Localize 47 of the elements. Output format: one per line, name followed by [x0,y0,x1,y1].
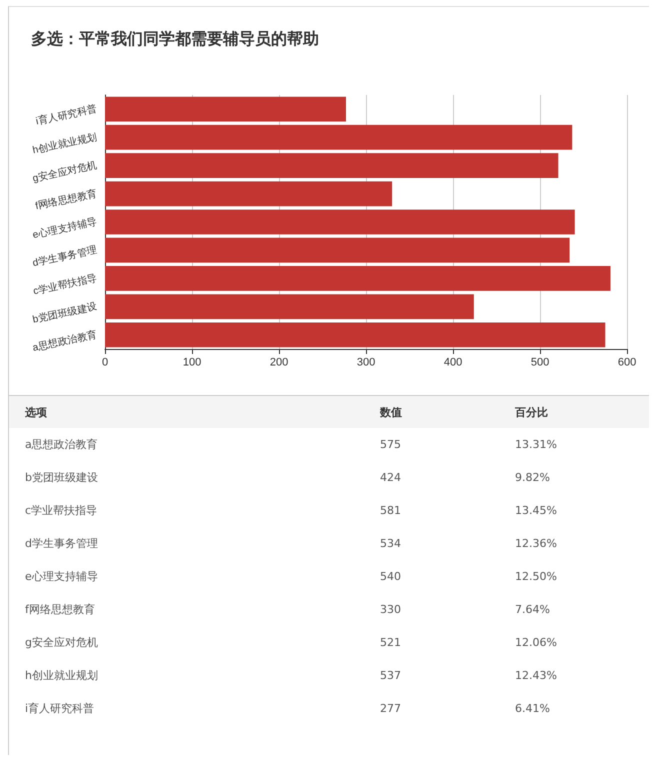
x-tick-label: 300 [356,356,376,368]
text: 521 [380,635,402,651]
bar [105,96,346,122]
chart-title: 多选：平常我们同学都需要辅导员的帮助 [31,29,319,50]
text: 575 [380,437,402,453]
text: 330 [380,602,402,618]
y-tick-label: i育人研究科普 [34,102,98,128]
text: 581 [380,503,402,519]
x-tick-label: 100 [182,356,202,368]
text: 13.45% [515,503,558,519]
text: 百分比 [515,396,649,428]
bar [105,238,570,263]
text: 12.36% [515,536,558,552]
x-tick-label: 400 [444,356,462,368]
text: 424 [380,470,402,486]
y-tick-label: e心理支持辅导 [32,216,98,242]
text: 534 [380,536,402,552]
text: 12.43% [515,668,558,684]
bar [105,153,558,178]
text: 9.82% [515,470,551,486]
text: 6.41% [515,701,551,717]
bar [105,210,575,234]
y-tick-label: g安全应对危机 [32,159,98,185]
y-tick-label: h创业就业规划 [32,130,98,156]
y-tick-label: c学业帮扶指导 [32,272,98,298]
text: 12.50% [515,569,558,585]
text: 选项 [9,396,380,428]
y-tick-label: d学生事务管理 [32,244,98,270]
bar [105,294,474,320]
x-tick-label: 0 [102,356,108,368]
bar [105,322,606,348]
text: 277 [380,701,402,717]
text: 13.31% [515,437,558,453]
x-tick-label: 200 [270,356,288,368]
y-tick-label: a思想政治教育 [32,328,98,354]
text: 540 [380,569,402,585]
bar [105,266,610,291]
text: 数值 [380,396,515,428]
bar [105,124,572,150]
text: 12.06% [515,635,558,651]
x-tick-label: 500 [530,356,550,368]
text: 537 [380,668,402,684]
y-tick-label: f网络思想教育 [34,187,98,212]
x-tick-label: 600 [618,356,636,368]
text: 7.64% [515,602,551,618]
bar [105,181,392,206]
y-tick-label: b党团班级建设 [32,300,98,326]
